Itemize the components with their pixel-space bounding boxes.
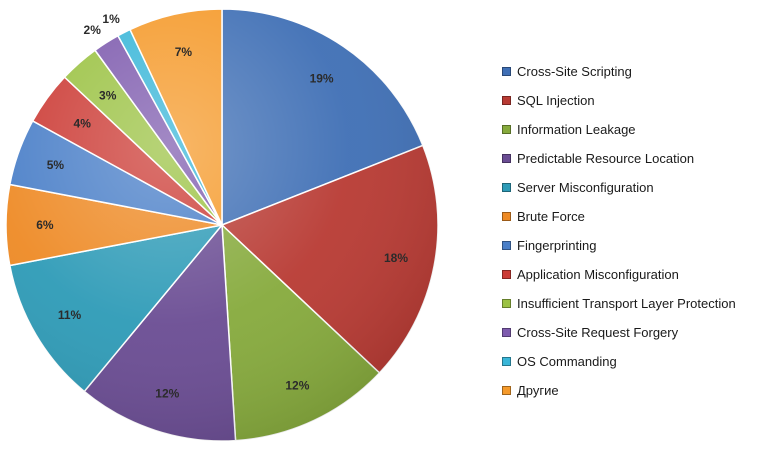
pie-slice-label-10: 2%	[84, 23, 102, 37]
legend-item-10: Cross-Site Request Forgery	[502, 318, 770, 347]
legend-swatch	[502, 241, 511, 250]
pie-slices	[5, 8, 439, 442]
pie-slice-label-1: 19%	[310, 72, 334, 86]
legend-swatch	[502, 154, 511, 163]
legend-swatch	[502, 125, 511, 134]
legend-label: Insufficient Transport Layer Protection	[517, 296, 736, 311]
legend-label: Predictable Resource Location	[517, 151, 695, 166]
legend-item-6: Brute Force	[502, 202, 770, 231]
pie-slice-label-6: 6%	[36, 218, 54, 232]
pie-slice-label-7: 5%	[47, 158, 65, 172]
legend-item-3: Information Leakage	[502, 115, 770, 144]
legend-item-5: Server Misconfiguration	[502, 173, 770, 202]
legend-item-8: Application Misconfiguration	[502, 260, 770, 289]
chart-legend: Cross-Site Scripting SQL Injection Informa…	[502, 57, 770, 405]
legend-item-1: Cross-Site Scripting	[502, 57, 770, 86]
pie-slice-label-5: 11%	[58, 308, 82, 322]
legend-label: Server Misconfiguration	[517, 180, 654, 195]
pie-slice-label-2: 18%	[384, 251, 408, 265]
legend-swatch	[502, 357, 511, 366]
legend-item-4: Predictable Resource Location	[502, 144, 770, 173]
legend-item-12: Другие	[502, 376, 770, 405]
legend-item-2: SQL Injection	[502, 86, 770, 115]
legend-swatch	[502, 183, 511, 192]
legend-swatch	[502, 328, 511, 337]
pie-slice-label-12: 7%	[175, 45, 193, 59]
legend-item-11: OS Commanding	[502, 347, 770, 376]
legend-swatch	[502, 212, 511, 221]
legend-swatch	[502, 67, 511, 76]
legend-item-7: Fingerprinting	[502, 231, 770, 260]
legend-label: OS Commanding	[517, 354, 617, 369]
legend-label: Application Misconfiguration	[517, 267, 679, 282]
legend-swatch	[502, 299, 511, 308]
pie-slice-label-8: 4%	[74, 116, 92, 130]
legend-item-9: Insufficient Transport Layer Protection	[502, 289, 770, 318]
legend-label: Fingerprinting	[517, 238, 597, 253]
legend-label: Information Leakage	[517, 122, 636, 137]
legend-label: Brute Force	[517, 209, 585, 224]
legend-swatch	[502, 386, 511, 395]
legend-swatch	[502, 270, 511, 279]
legend-swatch	[502, 96, 511, 105]
pie-slice-labels: 19% 18% 12% 12% 11% 6% 5% 4% 3% 2%1% 7%	[36, 12, 408, 400]
pie-slice-label-9: 3%	[99, 88, 117, 102]
legend-label: Другие	[517, 383, 559, 398]
pie-slice-label-4: 12%	[155, 387, 179, 401]
legend-label: Cross-Site Scripting	[517, 64, 632, 79]
legend-label: Cross-Site Request Forgery	[517, 325, 679, 340]
pie-slice-label-11: 1%	[102, 12, 120, 26]
pie-slice-label-3: 12%	[285, 378, 309, 392]
legend-label: SQL Injection	[517, 93, 595, 108]
